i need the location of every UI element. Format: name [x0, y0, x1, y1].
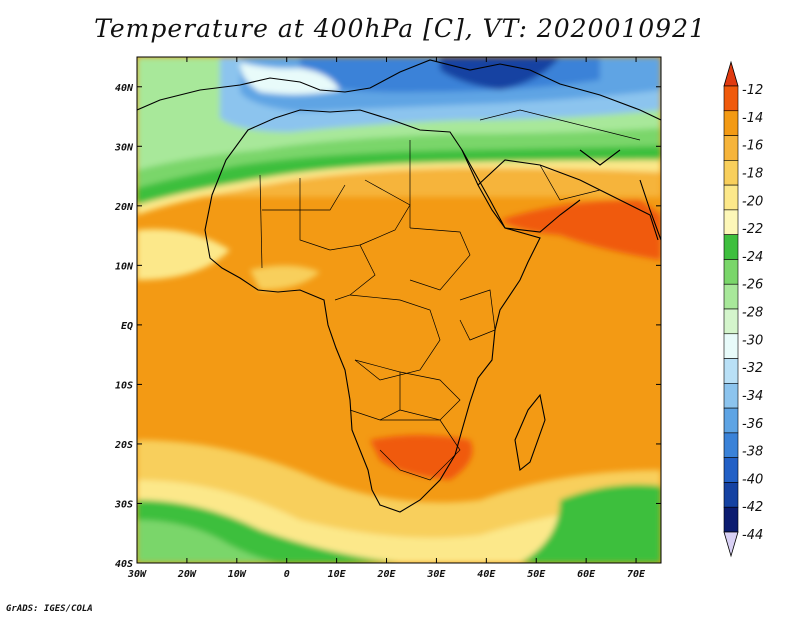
border-east — [459, 289, 496, 341]
country-borders — [259, 109, 641, 481]
colorbar-swatch — [723, 160, 739, 186]
border-sahara-1 — [259, 174, 263, 269]
arabia-coastline — [477, 159, 659, 241]
colorbar-swatch — [723, 234, 739, 260]
x-tick-label: 20E — [376, 569, 396, 580]
colorbar-label: -20 — [742, 194, 763, 209]
y-axis-ticks: 40N 30N 20N 10N EQ 10S 20S 30S 40S — [114, 83, 661, 570]
madagascar-coastline — [514, 393, 546, 472]
colorbar-label: -42 — [742, 500, 763, 515]
india-coastline — [639, 179, 661, 241]
border-arabia — [539, 164, 601, 201]
colorbar-label: -14 — [742, 111, 763, 126]
x-tick-label: 40E — [477, 569, 496, 580]
colorbar-label: -30 — [742, 333, 763, 348]
border-sudan — [409, 227, 471, 291]
colorbar-label: -40 — [742, 472, 763, 487]
colorbar-label: -34 — [742, 389, 763, 404]
y-tick-label: 30N — [114, 142, 134, 153]
colorbar-swatch — [723, 506, 739, 533]
grads-credit: GrADS: IGES/COLA — [6, 604, 93, 614]
colorbar-label: -26 — [742, 278, 763, 293]
y-tick-label: 10S — [115, 380, 133, 391]
colorbar-swatch — [723, 283, 739, 310]
colorbar-label: -16 — [742, 139, 763, 154]
cool-west-africa — [250, 265, 320, 290]
colorbar-swatch — [723, 110, 739, 136]
colorbar-swatch — [723, 457, 739, 483]
border-sahara-3 — [262, 184, 346, 211]
colorbar-arrow-top — [723, 60, 739, 87]
border-congo — [349, 294, 441, 381]
x-tick-label: 30E — [426, 569, 446, 580]
x-axis-ticks: 30W 20W 10W 0 10E 20E 30E 40E 50E 60E 70E — [127, 57, 646, 580]
africa-coastline — [204, 109, 541, 513]
x-tick-label: 10W — [228, 569, 247, 580]
colorbar-swatch — [723, 308, 739, 335]
border-sahara-2 — [299, 178, 331, 251]
colorbar-label: -24 — [742, 250, 763, 265]
colorbar-swatch — [723, 432, 739, 458]
red-sea — [461, 149, 506, 229]
colorbar-label: -32 — [742, 361, 763, 376]
colorbar-swatch — [723, 135, 739, 161]
colorbar-arrow-bottom — [723, 531, 739, 558]
colorbar-label: -12 — [742, 83, 763, 98]
warm-arabia — [500, 200, 661, 260]
colorbar-swatch — [723, 184, 739, 211]
border-zambia — [399, 371, 461, 421]
colorbar-swatch — [723, 482, 739, 508]
colorbar-swatch — [723, 407, 739, 434]
y-tick-label: EQ — [121, 321, 133, 332]
y-tick-label: 30S — [114, 499, 133, 510]
colorbar-swatch — [723, 383, 739, 409]
border-central — [329, 244, 376, 301]
y-tick-label: 40S — [115, 559, 133, 570]
europe-coastline — [137, 59, 661, 121]
y-tick-label: 10N — [115, 261, 134, 272]
x-tick-label: 30W — [127, 569, 147, 580]
x-tick-label: 50E — [527, 569, 546, 580]
band-42 — [440, 57, 560, 90]
colorbar-swatch — [723, 85, 739, 112]
y-tick-label: 20S — [114, 440, 133, 451]
band-south-24b — [520, 484, 661, 563]
plot-frame — [136, 56, 662, 564]
colorbar-label: -28 — [742, 306, 763, 321]
colorbar: -12 -14 -16 -18 -20 -22 -24 -26 -28 -30 -32 -34 -36 -… — [723, 60, 763, 558]
x-tick-label: 10E — [328, 569, 347, 580]
chart-title: Temperature at 400hPa [C], VT: 202001092… — [94, 14, 706, 43]
colorbar-swatch — [723, 333, 739, 359]
y-tick-label: 40N — [115, 83, 134, 94]
colorbar-label: -22 — [742, 222, 763, 237]
colorbar-label: -38 — [742, 445, 763, 460]
colorbar-label: -36 — [742, 417, 763, 432]
x-tick-label: 0 — [284, 569, 290, 580]
colorbar-swatch — [723, 259, 739, 285]
persian-gulf — [579, 149, 621, 166]
x-tick-label: 20W — [177, 569, 197, 580]
x-tick-label: 60E — [577, 569, 596, 580]
cold-pocket — [240, 62, 340, 95]
colorbar-swatch — [723, 209, 739, 235]
y-tick-label: 20N — [114, 202, 134, 213]
border-southern — [379, 419, 461, 481]
border-chad — [359, 179, 411, 246]
colorbar-label: -18 — [742, 166, 763, 181]
band-south-26 — [137, 520, 280, 563]
coastlines — [137, 59, 661, 513]
colorbar-label: -44 — [742, 528, 763, 543]
colorbar-swatch — [723, 358, 739, 384]
border-middle-east — [479, 109, 641, 141]
temperature-field — [137, 57, 661, 563]
x-tick-label: 70E — [627, 569, 646, 580]
